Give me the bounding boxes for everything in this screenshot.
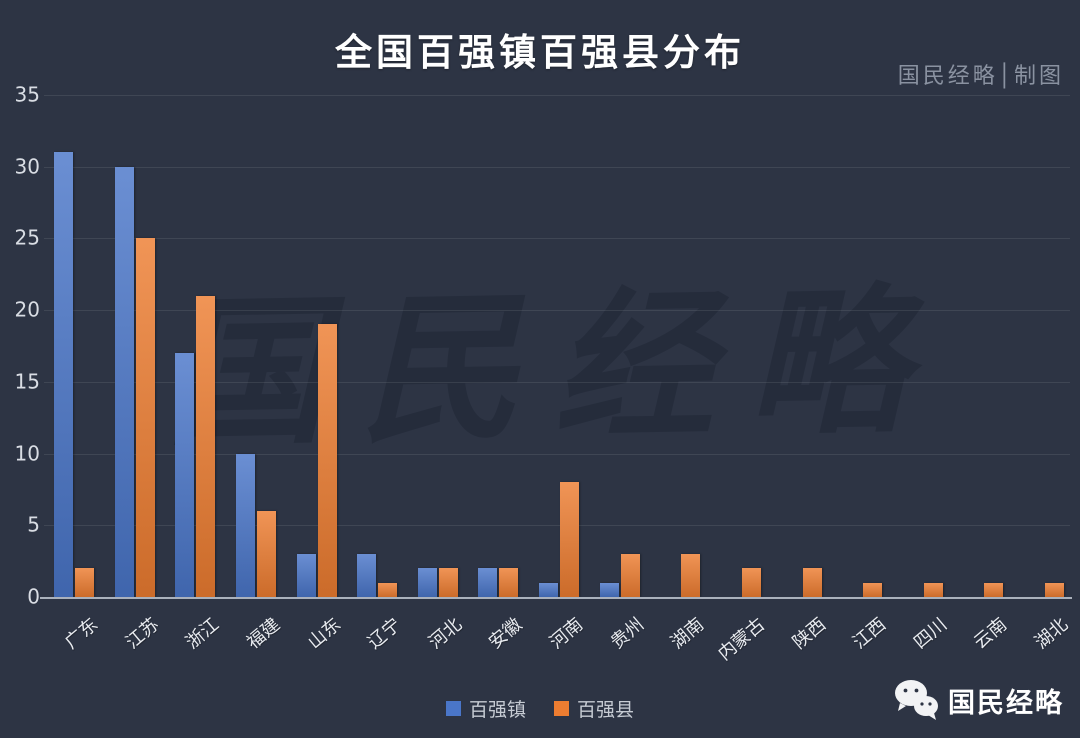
gridline	[44, 381, 1070, 383]
county-bar-浙江	[196, 296, 216, 597]
top-right-credit: 国民经略│制图	[897, 64, 1064, 89]
x-label-云南: 云南	[970, 614, 1012, 654]
bar-group-安徽	[478, 568, 519, 597]
x-axis-labels: 广东 江苏 浙江 福建 山东 辽宁 河北 安徽 河南 贵州 湖南 内蒙古 陕西 江西 四川 云南 湖北	[48, 597, 1072, 667]
x-label-辽宁: 辽宁	[364, 614, 406, 654]
x-label-广东: 广东	[60, 614, 103, 654]
county-bar-四川	[923, 583, 943, 597]
county-bar-江苏	[135, 238, 155, 597]
wechat-icon	[895, 680, 938, 720]
x-label-河南: 河南	[545, 614, 588, 654]
bar-group-云南	[963, 583, 1004, 597]
y-tick-label: 25	[14, 225, 40, 250]
footer-brand: 国民经略	[892, 676, 1064, 724]
town-bar-福建	[235, 454, 255, 597]
county-bar-辽宁	[378, 583, 398, 597]
x-label-陕西: 陕西	[788, 614, 830, 654]
bar-group-辽宁	[357, 554, 398, 597]
bar-group-江苏	[114, 167, 155, 597]
y-tick-label: 20	[14, 297, 40, 322]
county-bar-云南	[984, 583, 1004, 597]
legend-item-town: 百强镇	[445, 695, 526, 722]
county-bar-山东	[317, 324, 337, 597]
x-label-四川: 四川	[909, 614, 951, 654]
x-label-江苏: 江苏	[121, 614, 163, 654]
y-tick-label: 0	[27, 584, 40, 609]
gridline	[44, 95, 1070, 96]
bar-group-广东	[54, 152, 94, 597]
y-tick-label: 30	[14, 154, 40, 179]
legend-label-county: 百强县	[577, 699, 635, 721]
bar-group-河南	[539, 482, 579, 597]
legend-label-town: 百强镇	[468, 699, 526, 721]
x-label-湖北: 湖北	[1030, 614, 1073, 654]
legend: 百强镇 百强县	[0, 695, 1080, 722]
county-swatch	[554, 701, 569, 716]
county-bar-陕西	[802, 568, 822, 597]
chart-title: 全国百强镇百强县分布	[335, 31, 745, 74]
town-bar-安徽	[478, 568, 498, 597]
y-tick-label: 10	[14, 441, 40, 466]
town-bar-河南	[539, 583, 558, 597]
county-bar-江西	[863, 583, 883, 597]
town-bar-江苏	[114, 167, 134, 597]
x-label-安徽: 安徽	[485, 614, 527, 654]
county-bar-贵州	[620, 554, 640, 597]
town-bar-浙江	[175, 353, 195, 597]
bar-group-浙江	[175, 296, 216, 597]
bar-group-河北	[417, 568, 458, 597]
county-bar-河南	[560, 482, 579, 597]
x-label-山东: 山东	[303, 614, 345, 654]
y-tick-label: 5	[27, 512, 40, 537]
gridline	[44, 166, 1070, 168]
gridline	[44, 310, 1070, 312]
footer-brand-text: 国民经略	[948, 687, 1064, 719]
x-label-江西: 江西	[849, 614, 891, 654]
county-bar-湖北	[1045, 583, 1064, 597]
bar-group-内蒙古	[721, 568, 761, 597]
plot-area: 0 5 10 15 20 25 30 35 广东 江苏 浙江 福建 山东 辽宁 河北 安徽 河南 贵州 湖南 内蒙古…	[15, 83, 1073, 665]
x-label-贵州: 贵州	[606, 614, 648, 654]
x-label-福建: 福建	[242, 614, 284, 654]
bar-group-江西	[842, 583, 883, 597]
x-label-内蒙古: 内蒙古	[714, 614, 769, 665]
gridline	[44, 453, 1070, 455]
gridline	[44, 525, 1070, 527]
legend-item-county: 百强县	[554, 695, 634, 722]
town-bar-辽宁	[357, 554, 377, 597]
gridline	[44, 238, 1070, 240]
x-label-浙江: 浙江	[182, 614, 224, 654]
county-bar-广东	[75, 568, 94, 597]
bar-group-四川	[903, 583, 943, 597]
county-bar-湖南	[681, 554, 701, 597]
county-bar-福建	[256, 511, 276, 597]
town-swatch	[445, 701, 461, 716]
bar-group-山东	[296, 324, 337, 597]
y-tick-label: 35	[14, 82, 40, 107]
bar-group-湖北	[1024, 583, 1064, 597]
x-axis-line	[40, 597, 1072, 599]
county-bar-内蒙古	[741, 568, 761, 597]
bar-group-湖南	[660, 554, 701, 597]
x-label-湖南: 湖南	[667, 614, 709, 654]
bar-groups	[48, 95, 1070, 597]
bar-group-陕西	[782, 568, 822, 597]
town-bar-山东	[296, 554, 316, 597]
county-bar-安徽	[499, 568, 519, 597]
town-bar-贵州	[599, 583, 619, 597]
bar-group-福建	[235, 454, 276, 597]
county-bar-河北	[438, 568, 458, 597]
y-tick-label: 15	[14, 369, 40, 394]
bar-group-贵州	[599, 554, 640, 597]
town-bar-河北	[417, 568, 437, 597]
town-bar-广东	[54, 152, 73, 597]
x-label-河北: 河北	[424, 614, 466, 654]
